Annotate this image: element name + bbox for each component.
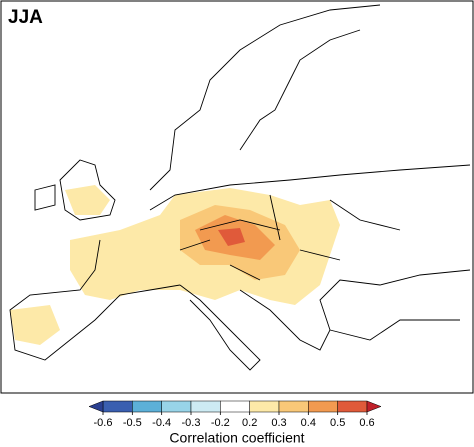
colorbar-extend-high (366, 400, 382, 413)
coastline (149, 164, 471, 211)
colorbar-tick-label: 0.4 (301, 417, 316, 429)
colorbar-bin (308, 400, 338, 413)
coastline (239, 269, 471, 351)
colorbar-tick-label: -0.2 (211, 417, 230, 429)
colorbar-bin (220, 400, 250, 413)
colorbar-tick-label: 0.2 (242, 417, 257, 429)
map-title: JJA (8, 7, 43, 28)
colorbar-bin (102, 400, 133, 413)
colorbar-tick-label: -0.3 (182, 417, 201, 429)
colorbar-tick-label: 0.6 (359, 417, 374, 429)
colorbar-tick-label: -0.4 (152, 417, 171, 429)
colorbar-bin (190, 400, 221, 413)
coastline (239, 29, 361, 151)
colorbar-tick-label: -0.5 (123, 417, 142, 429)
coastline (9, 239, 181, 361)
coastline (179, 284, 261, 371)
colorbar-bin (132, 400, 162, 413)
colorbar-label: Correlation coefficient (169, 430, 304, 446)
colorbar-bin (161, 400, 192, 413)
coastline (149, 4, 381, 191)
map: JJA (0, 0, 474, 394)
colorbar-bin (278, 400, 309, 413)
shading (10, 305, 60, 345)
colorbar-bin (249, 400, 280, 413)
colorbar-bin (337, 400, 368, 413)
shading (218, 228, 245, 246)
coastline (329, 319, 460, 341)
coastline (59, 159, 116, 221)
colorbar-tick-label: 0.5 (330, 417, 345, 429)
colorbar: Correlation coefficient -0.6 -0.5 -0.4 -0.3… (88, 400, 382, 446)
colorbar-extend-low (88, 400, 104, 413)
colorbar-tick-label: 0.3 (271, 417, 286, 429)
coastline (34, 184, 56, 211)
border (179, 194, 401, 281)
shading (65, 185, 110, 215)
colorbar-tick-label: -0.6 (94, 417, 113, 429)
